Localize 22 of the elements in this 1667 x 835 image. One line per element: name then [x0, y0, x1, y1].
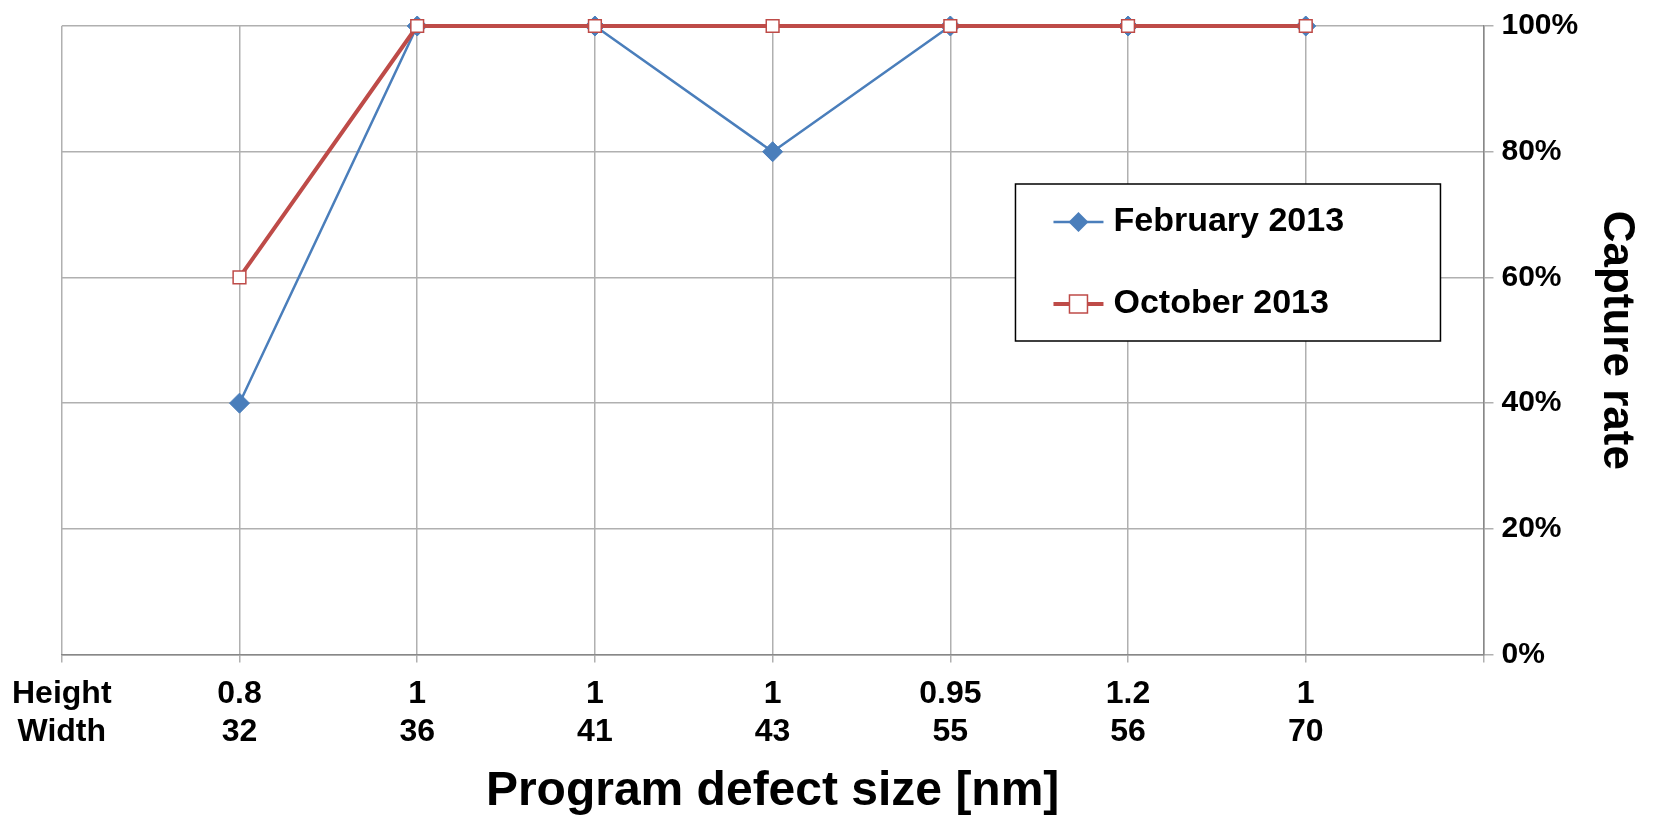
point: [228, 392, 250, 414]
x-tick-label: 1 70: [1287, 673, 1324, 749]
point: [765, 18, 780, 34]
legend-label: October 2013: [1113, 282, 1329, 321]
x-tick-label: 0.8 32: [217, 673, 262, 749]
x-tick-label: 0.95 55: [919, 673, 982, 749]
point: [762, 141, 784, 163]
point: [232, 270, 247, 285]
y-tick-label: 60%: [1501, 258, 1562, 292]
y-tick-label: 80%: [1501, 132, 1562, 166]
x-tick-label: Height Width: [12, 673, 112, 749]
x-tick-label: 1 36: [399, 673, 435, 749]
x-tick-label: 1.2 56: [1105, 673, 1151, 749]
y-tick-label: 40%: [1501, 384, 1562, 418]
y-tick-label: 0%: [1501, 635, 1545, 669]
x-tick-label: 1 43: [754, 673, 791, 749]
y-axis-title: Capture rate: [1595, 210, 1645, 470]
x-tick-label: 1 41: [577, 673, 613, 749]
y-tick-label: 100%: [1501, 7, 1579, 41]
x-axis-title: Program defect size [nm]: [485, 762, 1060, 816]
y-tick-label: 20%: [1501, 510, 1562, 544]
legend-label: February 2013: [1113, 200, 1345, 239]
